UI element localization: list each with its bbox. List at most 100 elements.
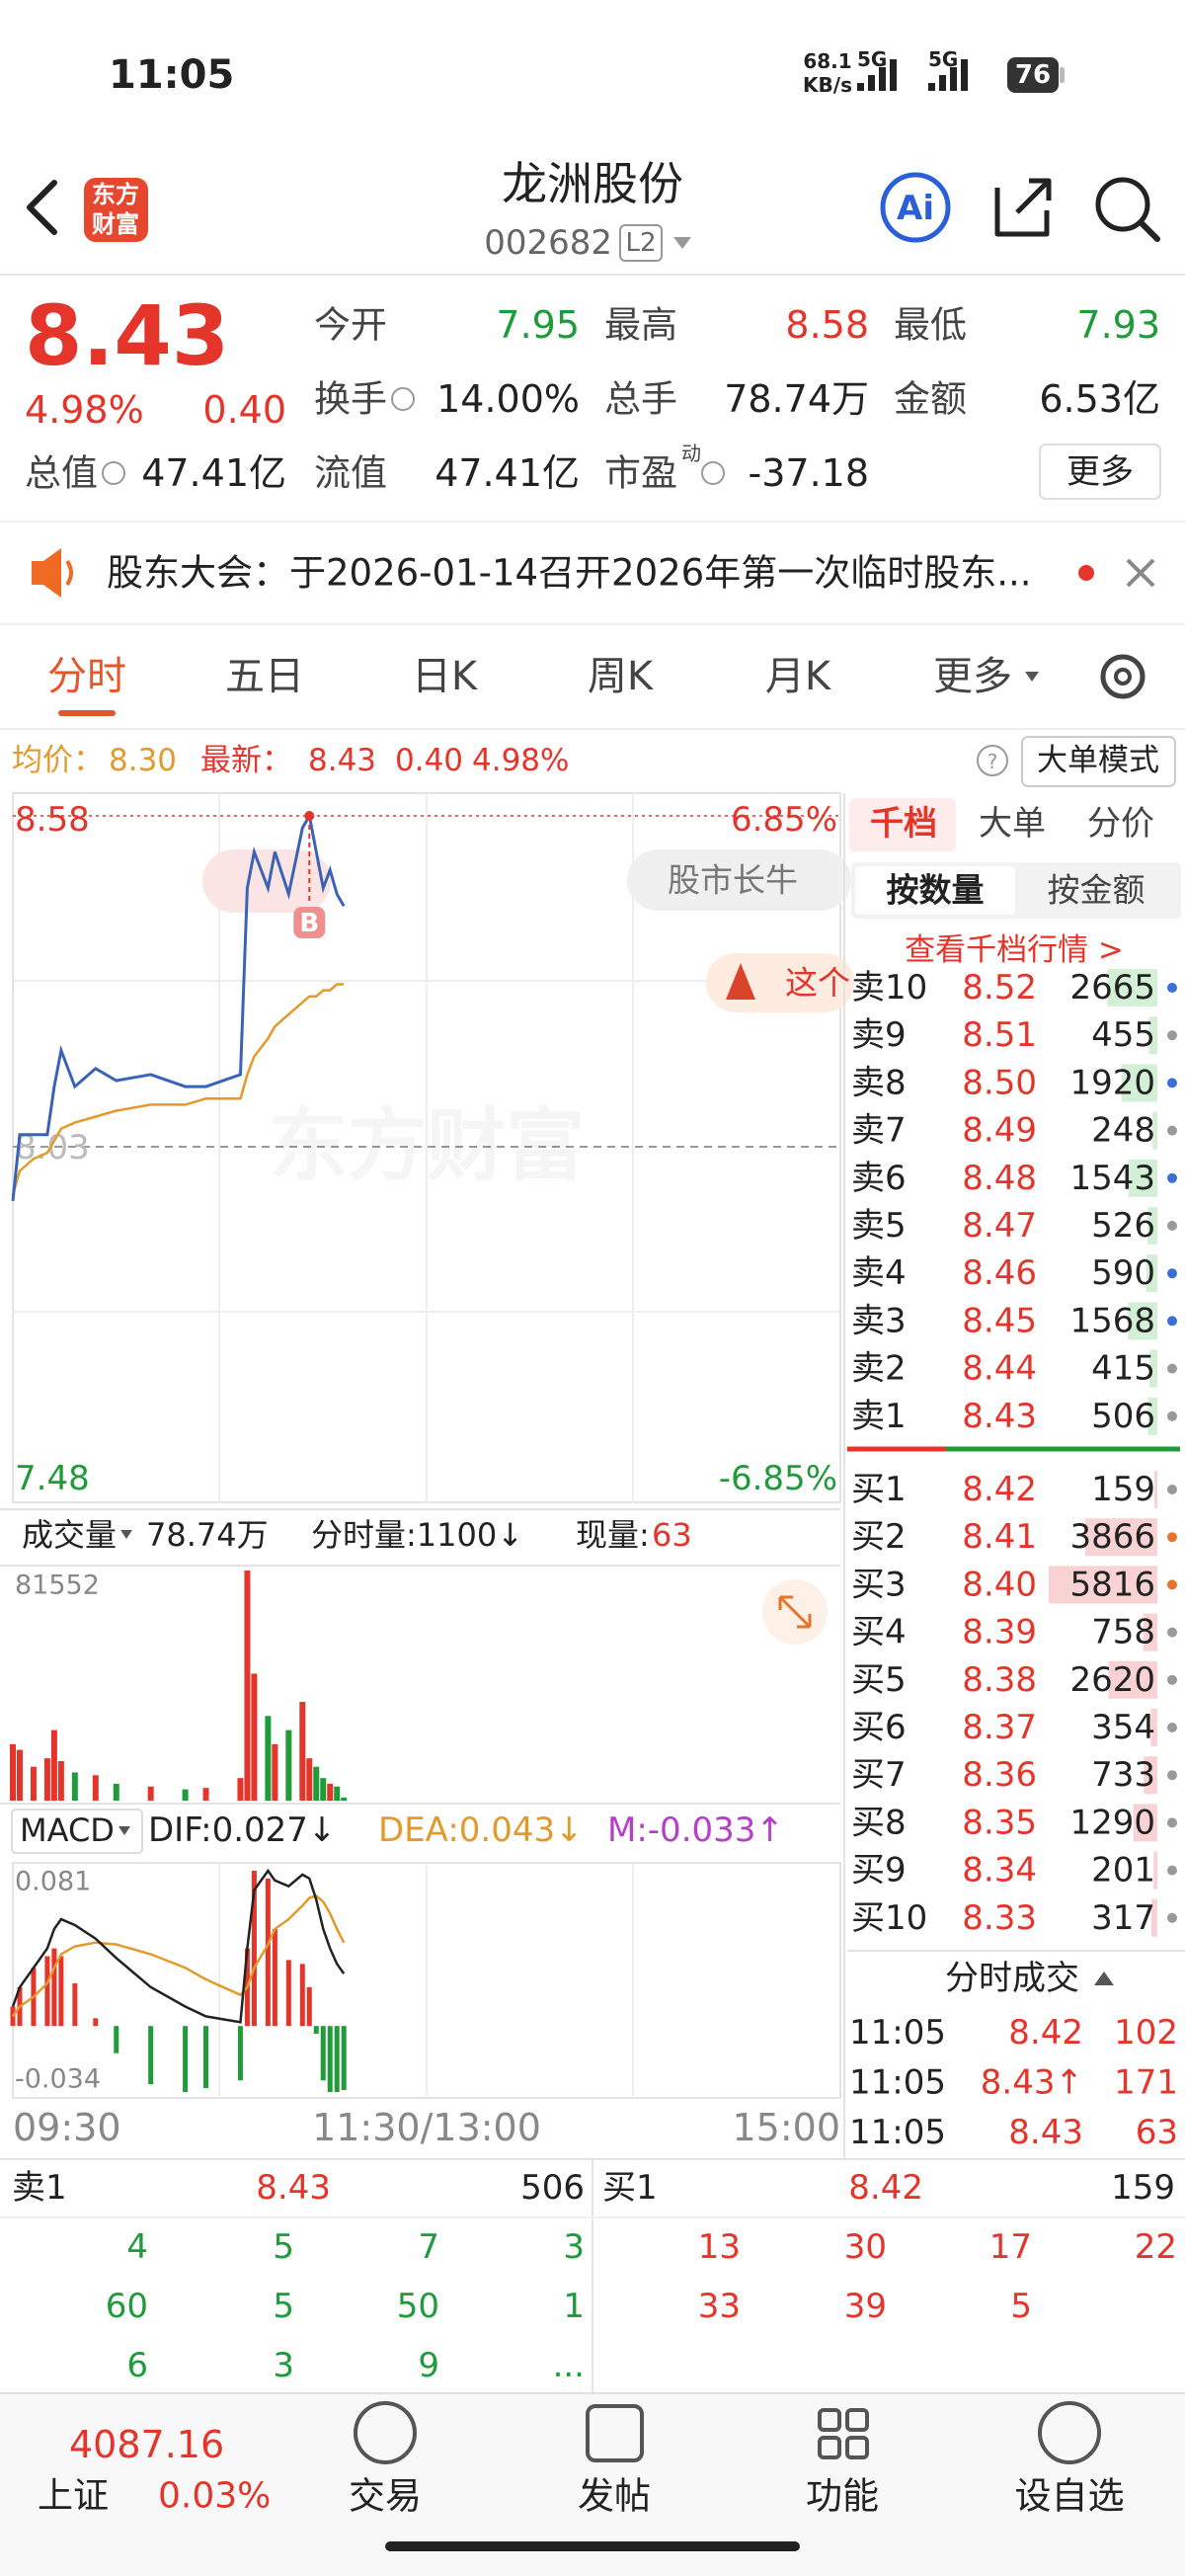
badge-bg[interactable] xyxy=(627,849,851,911)
tab[interactable]: 五日 xyxy=(225,654,304,699)
book-subtab[interactable]: 按数量 xyxy=(887,871,985,910)
tab[interactable]: 分时 xyxy=(47,654,126,699)
close-icon[interactable] xyxy=(1126,558,1155,588)
stock-name: 龙洲股份 xyxy=(502,157,683,210)
info-icon[interactable] xyxy=(701,461,725,485)
book-volume: 1290 xyxy=(1069,1803,1155,1842)
volume-bar xyxy=(285,1730,292,1801)
book-label: 卖10 xyxy=(851,968,927,1007)
back-icon[interactable] xyxy=(27,180,57,235)
trade-time: 11:05 xyxy=(849,2013,946,2053)
book-price: 8.38 xyxy=(962,1660,1037,1700)
share-icon[interactable] xyxy=(994,178,1052,237)
dif-line xyxy=(11,1868,346,2024)
time-label: 09:30 xyxy=(13,2106,121,2149)
info-icon[interactable] xyxy=(102,461,125,485)
notice-text[interactable]: 股东大会：于2026-01-14召开2026年第一次临时股东... xyxy=(107,552,1031,595)
nav-item[interactable]: 设自选 xyxy=(1015,2475,1125,2518)
bid-price: 8.42 xyxy=(848,2168,923,2208)
trade-price: 8.42 xyxy=(1008,2013,1083,2053)
macd-bar xyxy=(272,1928,277,2027)
mode-button-label[interactable]: 大单模式 xyxy=(1037,743,1159,778)
book-price: 8.49 xyxy=(962,1111,1037,1151)
book-volume: 201 xyxy=(1091,1851,1155,1891)
watchlist-icon[interactable] xyxy=(1038,2401,1101,2464)
book-price: 8.33 xyxy=(962,1898,1037,1938)
volume-bar xyxy=(43,1758,50,1801)
book-volume: 1568 xyxy=(1069,1301,1155,1340)
book-volume: 415 xyxy=(1091,1349,1155,1389)
volume-dropdown[interactable] xyxy=(120,1530,132,1539)
speaker-wave xyxy=(65,559,73,587)
order-size: 17 xyxy=(989,2227,1032,2267)
tab[interactable]: 月K xyxy=(765,654,832,699)
macd-label[interactable]: MACD xyxy=(20,1811,115,1849)
macd-bar xyxy=(334,2026,340,2092)
help-icon[interactable] xyxy=(977,745,1008,776)
more-button-label[interactable]: 更多 xyxy=(1066,452,1134,492)
order-size: 5 xyxy=(273,2227,294,2267)
book-link[interactable]: 查看千档行情 > xyxy=(905,932,1124,968)
nav-item[interactable]: 发帖 xyxy=(578,2475,651,2518)
field-value: 47.41亿 xyxy=(434,451,580,495)
logo-text: 财富 xyxy=(92,210,139,238)
buy-marker: B xyxy=(299,909,319,938)
macd-selector[interactable] xyxy=(11,1809,143,1854)
badge[interactable]: 股市长牛 xyxy=(668,861,798,900)
book-tab[interactable]: 分价 xyxy=(1087,804,1154,844)
ask-label: 卖1 xyxy=(12,2168,67,2208)
depth-bar xyxy=(1146,1254,1157,1293)
trades-title: 分时成交 xyxy=(945,1959,1079,1998)
info-icon[interactable] xyxy=(391,387,415,411)
settings-icon[interactable] xyxy=(1100,654,1146,699)
volume-bar xyxy=(320,1778,327,1801)
book-price: 8.40 xyxy=(962,1565,1037,1604)
trade-time: 11:05 xyxy=(849,2113,946,2152)
code-dropdown[interactable] xyxy=(673,237,691,249)
more-button[interactable] xyxy=(1039,443,1161,500)
macd-bottom: -0.034 xyxy=(15,2064,101,2095)
mode-button[interactable] xyxy=(1021,736,1176,787)
promo[interactable]: 这个 xyxy=(785,964,850,1003)
tab[interactable]: 更多 xyxy=(933,654,1012,699)
tab[interactable]: 周K xyxy=(588,654,655,699)
book-label: 买4 xyxy=(851,1613,907,1652)
book-price: 8.48 xyxy=(962,1159,1037,1198)
macd-bar xyxy=(327,2026,333,2092)
volume-bar xyxy=(237,1778,244,1801)
search-icon[interactable] xyxy=(1095,177,1150,232)
trades-toggle[interactable] xyxy=(1094,1972,1114,1985)
index-value[interactable]: 4087.16 xyxy=(69,2423,224,2466)
book-tab[interactable]: 千档 xyxy=(870,804,937,844)
change-pct: 4.98% xyxy=(25,388,144,432)
active-tab-bg xyxy=(849,798,956,851)
change-small: 0.40 xyxy=(395,743,463,778)
ai-icon[interactable] xyxy=(880,172,951,243)
macd-bar xyxy=(341,2026,347,2091)
book-label: 卖3 xyxy=(851,1301,907,1340)
macd-top: 0.081 xyxy=(15,1867,91,1897)
post-icon[interactable] xyxy=(586,2404,644,2462)
book-volume: 3866 xyxy=(1069,1517,1155,1557)
nav-item[interactable]: 交易 xyxy=(349,2475,422,2518)
function-icon[interactable] xyxy=(818,2408,841,2432)
tab[interactable]: 日K xyxy=(412,654,479,699)
nav-item[interactable]: 功能 xyxy=(806,2475,879,2518)
macd-bar xyxy=(183,2026,189,2092)
book-subtab[interactable]: 按金额 xyxy=(1048,871,1146,910)
book-price: 8.51 xyxy=(962,1015,1037,1055)
depth-bar xyxy=(1149,1349,1157,1388)
book-tab[interactable]: 大单 xyxy=(979,804,1046,844)
depth-bar xyxy=(1128,1159,1157,1197)
trade-icon[interactable] xyxy=(354,2401,417,2464)
book-dot xyxy=(1167,1865,1177,1876)
ai-button[interactable]: Ai xyxy=(897,189,934,228)
volume-bar xyxy=(30,1766,37,1801)
macd-bar xyxy=(285,1960,291,2027)
tab-underline xyxy=(58,710,116,716)
macd-bar xyxy=(299,1964,305,2027)
depth-bar xyxy=(1147,1207,1157,1245)
volume-bar xyxy=(251,1673,258,1801)
volume-label[interactable]: 成交量 xyxy=(22,1516,117,1554)
